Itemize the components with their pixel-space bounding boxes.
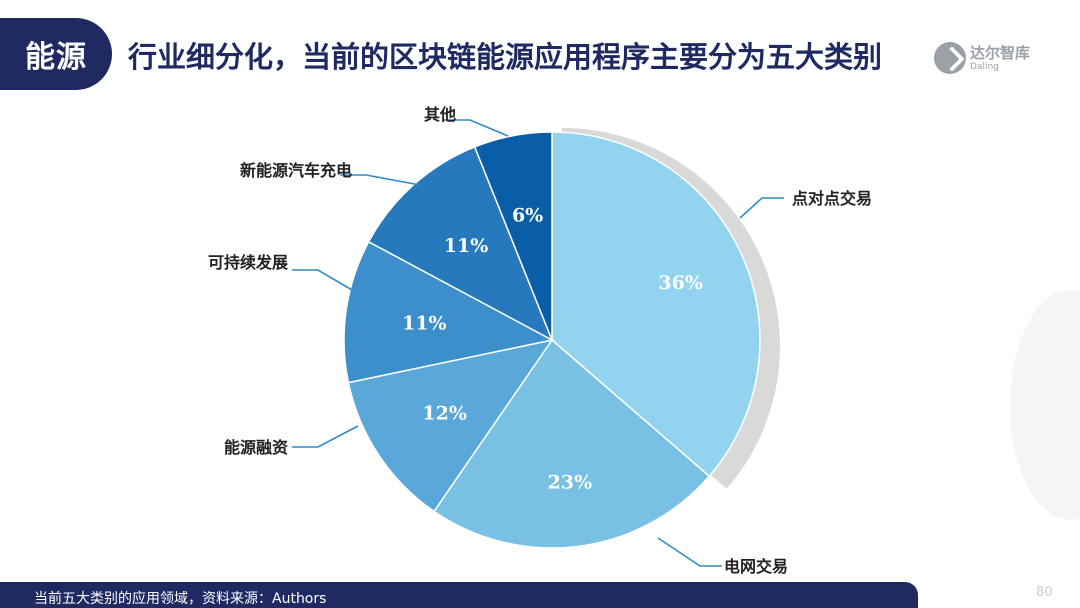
pie-slice	[347, 338, 554, 513]
pie-slice	[367, 145, 554, 342]
leader-line	[340, 174, 421, 186]
pie-slice	[551, 131, 761, 478]
slice-value-label: 12%	[422, 402, 467, 424]
brand-logo: 达尔智库 Daling	[934, 40, 1044, 76]
logo-name-cn: 达尔智库	[970, 44, 1031, 62]
leader-line	[292, 425, 359, 448]
slice-value-label: 36%	[658, 272, 703, 294]
slice-value-label: 23%	[548, 471, 593, 493]
slice-category-label: 可持续发展	[208, 253, 289, 272]
page-title: 行业细分化，当前的区块链能源应用程序主要分为五大类别	[128, 40, 883, 74]
section-tab-label: 能源	[25, 40, 87, 75]
slice-value-label: 11%	[444, 235, 489, 257]
source-caption: 当前五大类别的应用领域，资料来源：Authors	[34, 591, 327, 607]
leader-line	[292, 269, 353, 291]
leader-line	[657, 537, 722, 567]
slice-value-label: 11%	[402, 313, 447, 335]
pie-slice	[343, 240, 555, 384]
pie-slice	[433, 338, 711, 549]
logo-name-en: Daling	[970, 62, 999, 72]
leader-line	[444, 119, 509, 137]
slice-category-label: 点对点交易	[792, 189, 872, 208]
page-number: 80	[1036, 585, 1053, 600]
footer-bar	[0, 582, 918, 608]
leader-line	[739, 197, 784, 219]
pie-slice	[473, 131, 553, 341]
slice-category-label: 其他	[424, 105, 456, 124]
slice-category-label: 新能源汽车充电	[240, 161, 352, 180]
section-tab: 能源	[0, 18, 112, 90]
logo-icon	[934, 42, 966, 74]
slice-value-label: 6%	[512, 204, 543, 226]
slice-category-label: 电网交易	[724, 557, 788, 576]
slice-category-label: 能源融资	[224, 438, 288, 457]
